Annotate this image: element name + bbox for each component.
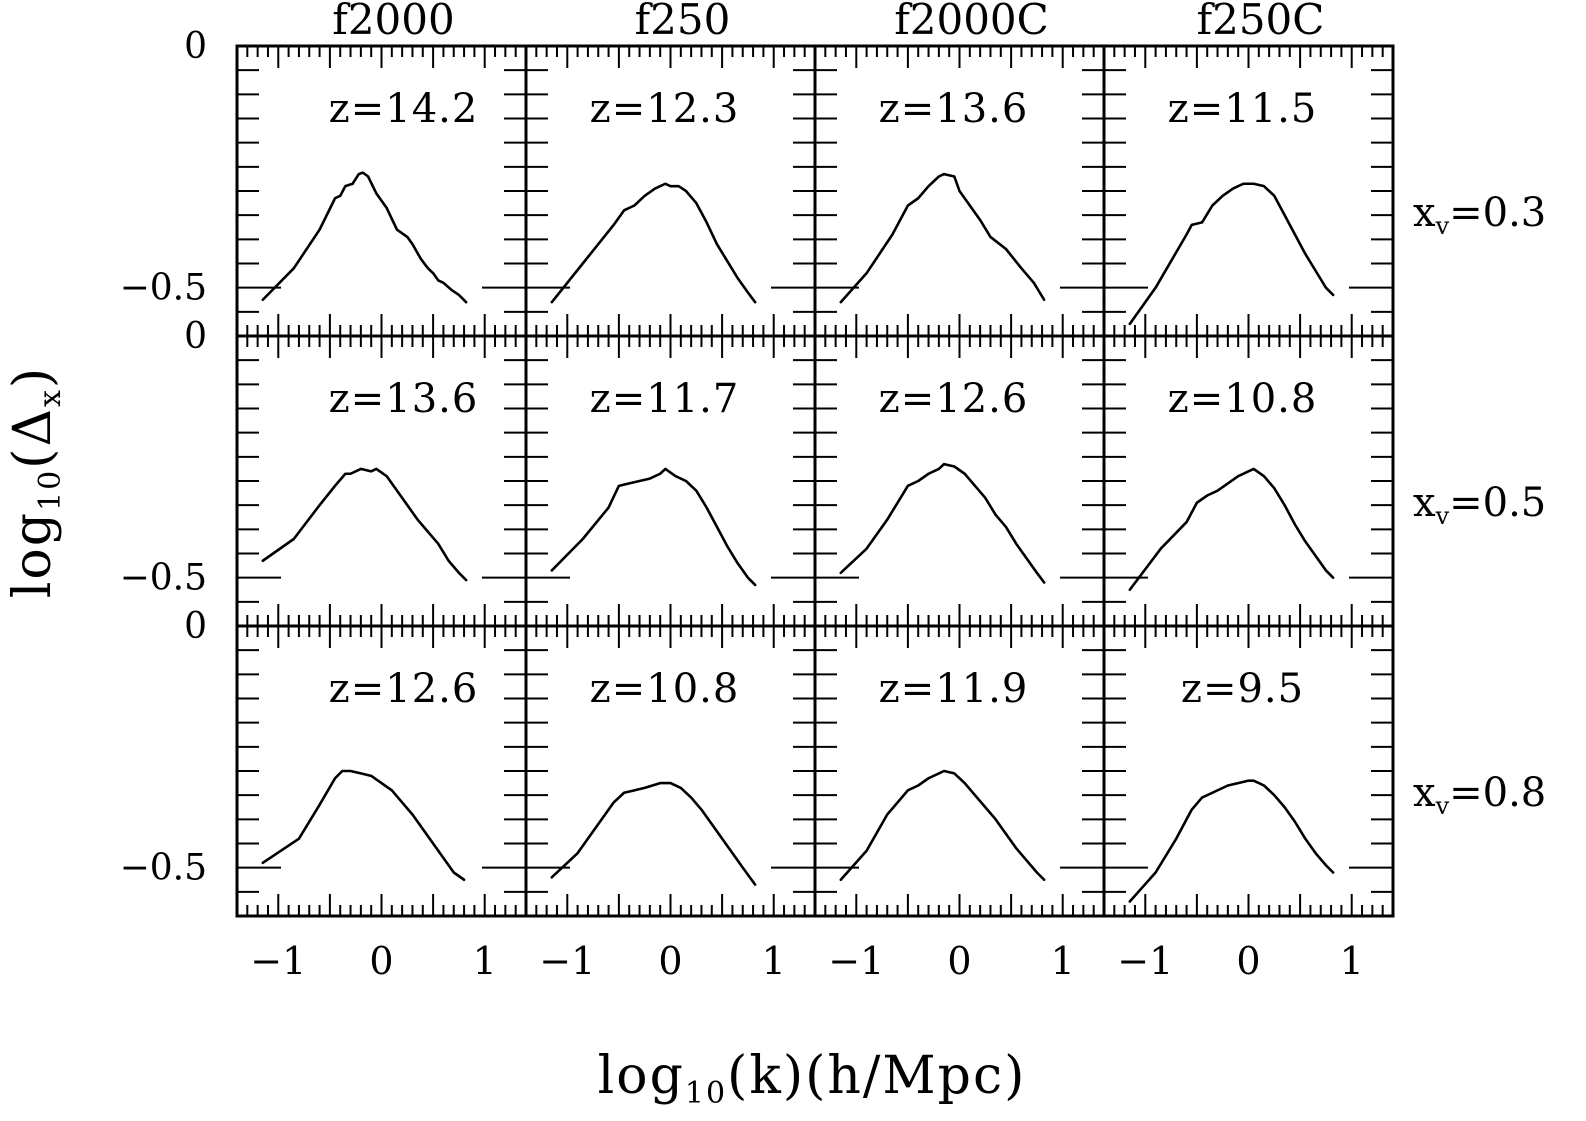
row-label: xv=0.3 xyxy=(1413,190,1546,240)
row-label-symbol: x xyxy=(1413,480,1436,526)
x-tick-label: 0 xyxy=(947,939,971,983)
column-titles: f2000 f250 f2000C f250C xyxy=(332,0,1324,44)
y-tick-label: −0.5 xyxy=(120,268,207,309)
x-tick-label: 0 xyxy=(658,939,682,983)
y-tick-label: −0.5 xyxy=(120,848,207,889)
panel-label: z=12.6 xyxy=(879,376,1029,422)
panel-label: z=14.2 xyxy=(329,86,479,132)
x-tick-label: −1 xyxy=(539,939,595,983)
panel-label: z=12.6 xyxy=(329,666,479,712)
x-tick-labels: −1 0 1 −1 0 1 −1 0 1 −1 0 1 xyxy=(250,939,1364,983)
y-tick-label: −0.5 xyxy=(120,558,207,599)
y-axis-label-sub: 10 xyxy=(33,469,68,511)
x-axis-label-rest: (k)(h/Mpc) xyxy=(727,1046,1026,1106)
x-tick-label: −1 xyxy=(1117,939,1173,983)
series-line xyxy=(550,781,757,886)
column-title: f2000 xyxy=(332,0,454,44)
axis-ticks xyxy=(236,45,1394,917)
row-label-value: =0.5 xyxy=(1449,480,1546,526)
x-tick-label: 1 xyxy=(473,939,497,983)
x-axis-label-sub: 10 xyxy=(685,1076,727,1111)
series-line xyxy=(1128,467,1335,592)
x-tick-label: 1 xyxy=(1051,939,1075,983)
y-tick-label: 0 xyxy=(184,26,207,67)
data-curves xyxy=(261,171,1335,903)
row-label-subscript: v xyxy=(1435,212,1450,240)
series-line xyxy=(1128,182,1335,326)
row-label-symbol: x xyxy=(1413,190,1436,236)
panel-label: z=11.7 xyxy=(590,376,740,422)
column-title: f2000C xyxy=(894,0,1049,44)
row-label-value: =0.3 xyxy=(1449,190,1546,236)
row-label-symbol: x xyxy=(1413,770,1436,816)
series-line xyxy=(839,462,1046,584)
column-title: f250 xyxy=(635,0,731,44)
series-line xyxy=(261,769,466,882)
series-line xyxy=(261,171,468,304)
x-axis-label-log: log xyxy=(598,1046,685,1106)
series-line xyxy=(1128,779,1335,903)
row-label-value: =0.8 xyxy=(1449,770,1546,816)
y-axis-label: log10(Δx) xyxy=(3,366,68,598)
x-tick-label: 1 xyxy=(762,939,786,983)
y-axis-label-log: log xyxy=(3,511,63,598)
series-line xyxy=(261,467,468,582)
panel-label: z=11.5 xyxy=(1168,86,1318,132)
y-tick-label: 0 xyxy=(184,606,207,647)
x-tick-label: −1 xyxy=(828,939,884,983)
series-line xyxy=(839,769,1046,882)
y-tick-label: 0 xyxy=(184,316,207,357)
row-label-subscript: v xyxy=(1435,502,1450,530)
panel-label: z=9.5 xyxy=(1181,666,1304,712)
series-line xyxy=(550,467,757,587)
x-axis-label: log10(k)(h/Mpc) xyxy=(598,1046,1027,1111)
series-line xyxy=(550,182,757,304)
panel-label: z=13.6 xyxy=(879,86,1029,132)
column-title: f250C xyxy=(1197,0,1325,44)
row-label-subscript: v xyxy=(1435,792,1450,820)
panel-label: z=10.8 xyxy=(1168,376,1318,422)
panel-label: z=12.3 xyxy=(590,86,740,132)
series-line xyxy=(839,172,1046,304)
y-axis-label-x: x xyxy=(33,388,68,407)
row-labels: xv=0.3xv=0.5xv=0.8 xyxy=(1413,190,1546,820)
row-label: xv=0.5 xyxy=(1413,480,1546,530)
x-tick-label: −1 xyxy=(250,939,306,983)
y-axis-label-close: ) xyxy=(3,366,63,388)
panel-label: z=13.6 xyxy=(329,376,479,422)
panel-labels: z=14.2 z=12.3 z=13.6 z=11.5 z=13.6 z=11.7 z=12… xyxy=(329,86,1318,712)
panel-label: z=11.9 xyxy=(879,666,1029,712)
x-tick-label: 1 xyxy=(1340,939,1364,983)
y-tick-labels: 0 −0.5 0 −0.5 0 −0.5 xyxy=(120,26,207,889)
panel-label: z=10.8 xyxy=(590,666,740,712)
x-tick-label: 0 xyxy=(369,939,393,983)
row-label: xv=0.8 xyxy=(1413,770,1546,820)
x-tick-label: 0 xyxy=(1236,939,1260,983)
y-axis-label-rest: (Δ xyxy=(3,407,63,469)
